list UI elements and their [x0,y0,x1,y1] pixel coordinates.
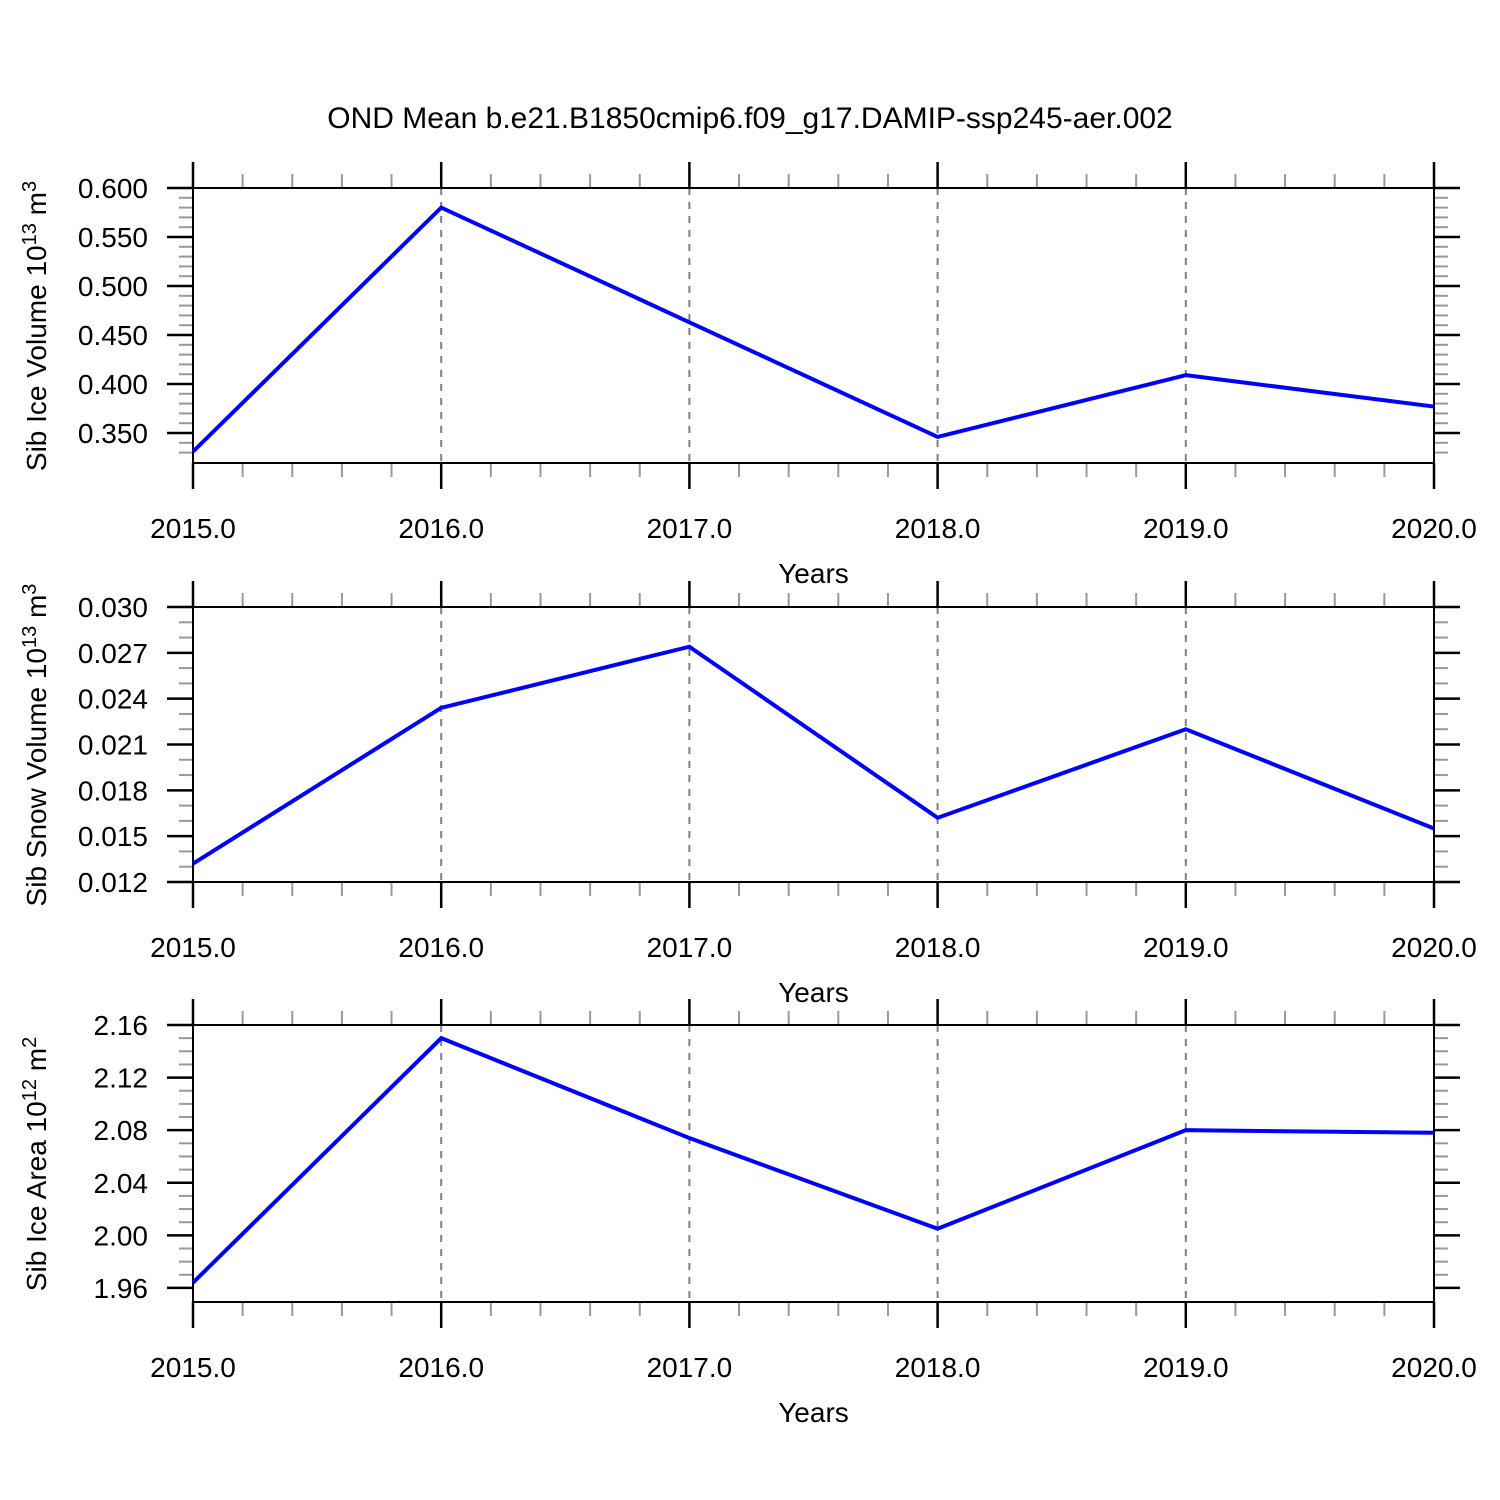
ylabel-superscript: 13 [18,625,41,648]
y-tick-label: 0.012 [78,867,148,898]
x-tick-label: 2018.0 [895,513,981,544]
x-tick-label: 2019.0 [1143,932,1229,963]
x-tick-label: 2016.0 [398,1352,484,1383]
x-tick-label: 2020.0 [1391,1352,1477,1383]
x-tick-label: 2015.0 [150,1352,236,1383]
y-tick-label: 2.12 [94,1063,149,1094]
panel-sib-snow-volume: 0.012 0.015 0.018 0.021 0.024 0.027 0.030 2015.… [78,581,1477,1008]
y-tick-label: 1.96 [94,1273,149,1304]
y-tick-label: 2.16 [94,1010,149,1041]
data-line [191,644,1435,866]
ylabel-superscript: 3 [18,180,41,192]
y-tick-label: 2.04 [94,1168,149,1199]
y-tick-label: 2.00 [94,1220,149,1251]
x-axis-title: Years [778,558,849,589]
panel-sib-ice-area: 1.96 2.00 2.04 2.08 2.12 2.16 2015.0 2016.0 2017… [94,999,1477,1428]
data-line [191,1035,1435,1285]
x-tick-label: 2020.0 [1391,513,1477,544]
data-line [191,205,1435,454]
ylabel-text: m [21,594,53,626]
x-tick-label: 2015.0 [150,513,236,544]
x-tick-label: 2016.0 [398,513,484,544]
ylabel-text: Sib Ice Area 10 [21,1100,53,1291]
plot-frame [192,187,1435,464]
y-tick-label: 0.600 [78,173,148,204]
y-tick-label: 2.08 [94,1115,149,1146]
x-tick-label: 2019.0 [1143,513,1229,544]
y-tick-label: 0.018 [78,775,148,806]
y-tick-label: 0.450 [78,320,148,351]
ylabel-superscript: 13 [18,222,41,245]
x-tick-label: 2019.0 [1143,1352,1229,1383]
ylabel-text: m [21,1047,53,1079]
plot-frame [192,1024,1435,1303]
y-tick-label: 0.015 [78,821,148,852]
x-axis-title: Years [778,977,849,1008]
chart-title: OND Mean b.e21.B1850cmip6.f09_g17.DAMIP-… [327,102,1173,135]
y-tick-label: 0.021 [78,730,148,761]
x-tick-label: 2017.0 [647,932,733,963]
x-tick-label: 2016.0 [398,932,484,963]
y-tick-label: 0.350 [78,418,148,449]
y-axis-title-ice-area: Sib Ice Area 1012 m2 [19,1036,53,1290]
x-axis-title: Years [778,1397,849,1428]
ylabel-text: m [21,191,53,223]
y-tick-label: 0.027 [78,638,148,669]
ylabel-text: Sib Ice Volume 10 [21,244,53,471]
x-tick-label: 2017.0 [647,513,733,544]
ylabel-text: Sib Snow Volume 10 [21,647,53,906]
y-tick-label: 0.550 [78,222,148,253]
ylabel-superscript: 2 [18,1036,41,1048]
x-tick-label: 2015.0 [150,932,236,963]
y-tick-label: 0.400 [78,369,148,400]
plot-frame [192,606,1435,883]
ylabel-superscript: 12 [18,1078,41,1101]
ylabel-superscript: 3 [18,583,41,595]
y-tick-label: 0.024 [78,684,148,715]
y-axis-title-ice-volume: Sib Ice Volume 1013 m3 [19,180,53,470]
y-tick-label: 0.030 [78,592,148,623]
x-tick-label: 2020.0 [1391,932,1477,963]
x-tick-label: 2017.0 [647,1352,733,1383]
y-axis-title-snow-volume: Sib Snow Volume 1013 m3 [19,583,53,906]
y-tick-label: 0.500 [78,271,148,302]
x-tick-label: 2018.0 [895,932,981,963]
panel-sib-ice-volume: 0.350 0.400 0.450 0.500 0.550 0.600 2015.0 2016… [78,162,1477,589]
x-tick-label: 2018.0 [895,1352,981,1383]
